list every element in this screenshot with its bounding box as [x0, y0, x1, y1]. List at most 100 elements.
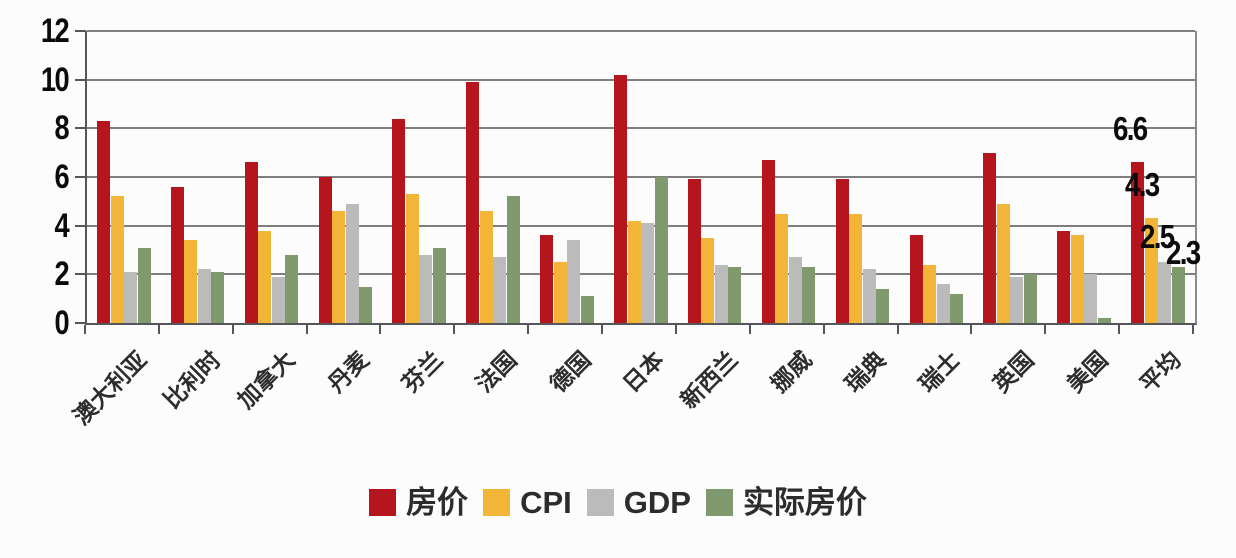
bar-CPI-挪威 — [775, 213, 789, 323]
bar-房价-德国 — [540, 235, 554, 323]
x-axis-label: 挪威 — [765, 346, 817, 398]
y-axis-tick — [75, 224, 86, 227]
y-axis-label: 8 — [54, 109, 69, 148]
gridline — [87, 127, 1195, 130]
legend-swatch-icon — [483, 489, 511, 516]
y-axis-label: 0 — [54, 304, 69, 342]
bar-实际房价-芬兰 — [432, 247, 446, 323]
bar-房价-瑞典 — [835, 179, 849, 323]
legend-swatch-icon — [705, 489, 733, 516]
y-axis-label: 10 — [40, 60, 70, 99]
gridline — [87, 224, 1195, 227]
x-axis-tick — [379, 325, 382, 334]
legend-label: 实际房价 — [742, 485, 867, 520]
x-axis-tick — [1192, 325, 1194, 334]
x-axis-tick — [231, 325, 234, 334]
x-axis-tick — [453, 325, 456, 334]
bar-实际房价-日本 — [654, 177, 668, 323]
bar-CPI-德国 — [553, 262, 567, 323]
x-axis-label: 瑞典 — [839, 346, 891, 398]
x-axis-tick — [970, 325, 973, 334]
bar-CPI-瑞士 — [923, 264, 937, 323]
x-axis-label: 平均 — [1135, 346, 1187, 398]
bar-实际房价-瑞典 — [876, 288, 890, 323]
bar-实际房价-德国 — [580, 296, 594, 323]
x-axis-tick — [527, 325, 530, 334]
x-axis-label: 丹麦 — [322, 346, 374, 398]
y-axis-label: 6 — [54, 158, 69, 196]
data-label: 4.3 — [1124, 166, 1160, 204]
x-axis-tick — [1118, 325, 1121, 334]
bar-CPI-澳大利亚 — [110, 196, 124, 323]
legend-label: CPI — [520, 485, 572, 520]
y-axis-tick — [75, 176, 86, 178]
bar-房价-瑞士 — [909, 235, 923, 323]
x-axis-label: 芬兰 — [396, 346, 448, 398]
bar-房价-澳大利亚 — [97, 121, 110, 323]
x-axis-label: 英国 — [987, 346, 1039, 398]
data-label: 2.5 — [1140, 218, 1175, 256]
bar-房价-芬兰 — [392, 118, 406, 323]
x-axis-label: 澳大利亚 — [68, 346, 152, 430]
bar-实际房价-法国 — [506, 196, 520, 323]
gridline — [87, 273, 1195, 276]
legend-item-CPI: CPI — [483, 487, 572, 518]
bar-房价-法国 — [466, 82, 480, 323]
bar-实际房价-丹麦 — [359, 286, 373, 323]
y-axis-tick — [75, 273, 86, 276]
bar-实际房价-新西兰 — [728, 267, 742, 323]
legend-label: GDP — [623, 485, 691, 520]
x-axis-label: 加拿大 — [232, 346, 300, 414]
x-axis-tick — [1044, 325, 1047, 334]
bar-实际房价-比利时 — [211, 271, 225, 323]
bar-房价-日本 — [614, 74, 628, 323]
bar-CPI-日本 — [627, 220, 641, 323]
bar-CPI-加拿大 — [258, 230, 272, 323]
bar-GDP-新西兰 — [714, 264, 728, 323]
bar-房价-英国 — [983, 152, 997, 323]
x-axis-label: 德国 — [544, 346, 596, 398]
gridline — [87, 176, 1195, 178]
bar-GDP-英国 — [1010, 276, 1024, 323]
bar-GDP-日本 — [641, 223, 655, 323]
legend-label: 房价 — [406, 485, 469, 520]
bar-CPI-比利时 — [184, 240, 198, 323]
x-axis-tick — [674, 325, 677, 334]
bar-实际房价-瑞士 — [950, 293, 964, 323]
bar-GDP-加拿大 — [271, 276, 285, 323]
x-axis-tick — [84, 325, 86, 334]
y-axis-tick — [75, 127, 86, 130]
legend-swatch-icon — [586, 489, 614, 516]
y-axis-tick — [75, 322, 86, 324]
legend: 房价 CPI GDP 实际房价 — [0, 487, 1236, 518]
y-axis-label: 12 — [40, 12, 70, 50]
y-axis-tick — [75, 30, 86, 32]
bar-GDP-丹麦 — [345, 203, 359, 323]
bar-房价-加拿大 — [244, 162, 258, 323]
x-axis-tick — [896, 325, 899, 334]
bar-CPI-瑞典 — [849, 213, 863, 323]
data-label: 6.6 — [1113, 110, 1148, 148]
y-axis-tick — [75, 78, 86, 81]
bar-GDP-瑞士 — [936, 284, 950, 323]
bar-房价-挪威 — [761, 159, 775, 323]
bar-CPI-法国 — [479, 211, 493, 323]
bar-房价-比利时 — [170, 186, 184, 323]
bar-CPI-平均 — [1144, 218, 1158, 323]
x-axis-tick — [157, 325, 160, 334]
bar-GDP-法国 — [493, 257, 507, 323]
gridline — [87, 30, 1195, 32]
bar-房价-平均 — [1131, 162, 1145, 323]
bar-CPI-美国 — [1070, 235, 1084, 323]
x-axis-label: 比利时 — [158, 346, 226, 414]
bar-GDP-瑞典 — [862, 269, 876, 323]
bar-GDP-挪威 — [788, 257, 802, 323]
x-axis-tick — [601, 325, 604, 334]
bar-CPI-新西兰 — [701, 237, 715, 323]
bar-实际房价-加拿大 — [285, 254, 299, 323]
bar-GDP-德国 — [567, 240, 581, 323]
bar-实际房价-英国 — [1023, 274, 1037, 323]
bar-CPI-英国 — [996, 203, 1010, 323]
y-axis-label: 2 — [54, 255, 69, 294]
